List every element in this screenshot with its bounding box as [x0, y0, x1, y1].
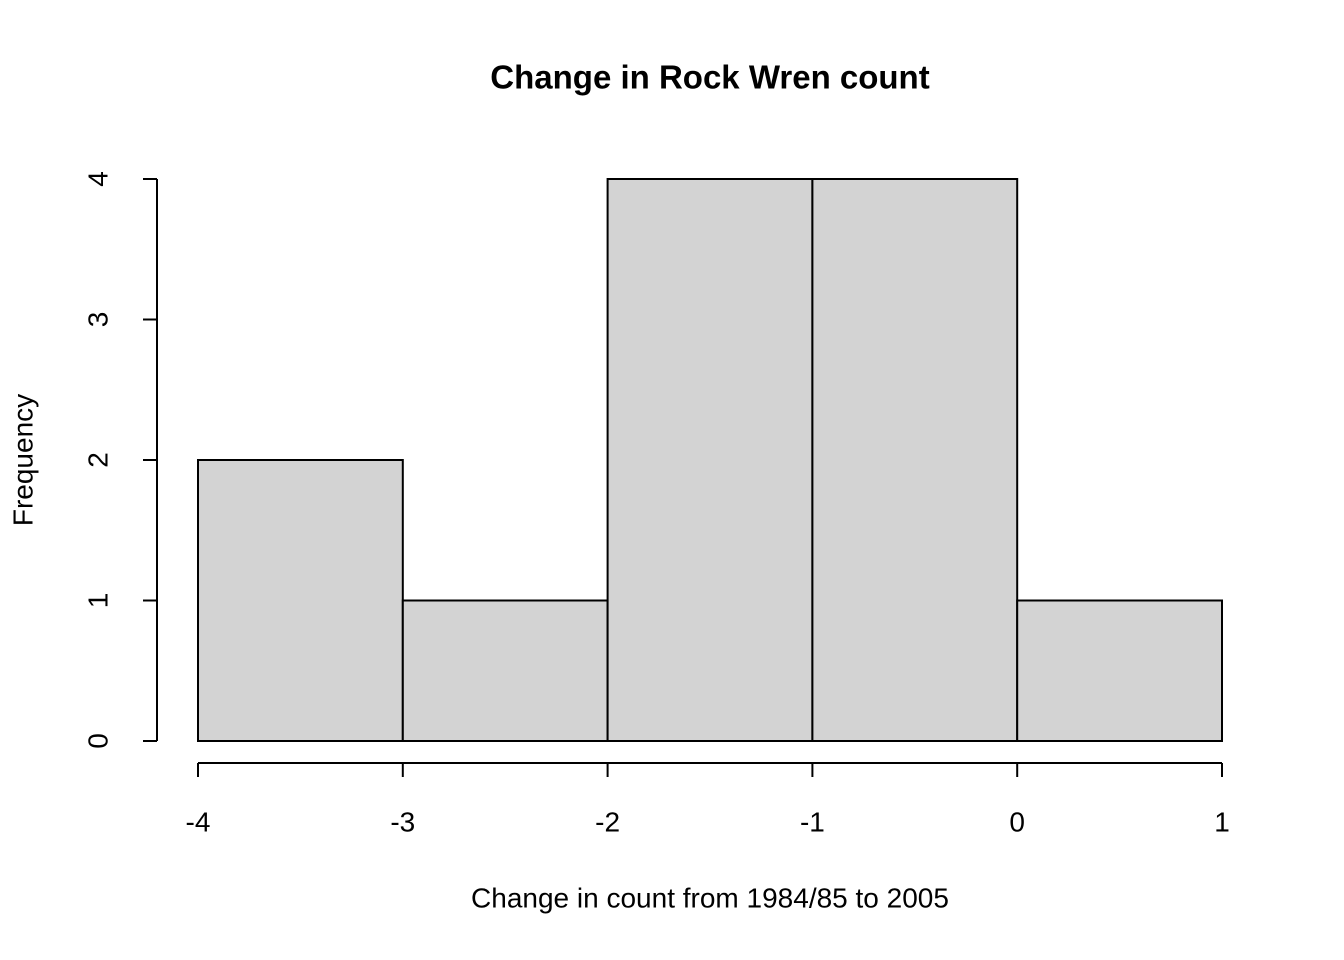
x-tick-label: 0	[1009, 806, 1025, 837]
y-tick-label: 0	[82, 733, 113, 749]
chart-title: Change in Rock Wren count	[490, 59, 929, 96]
bar	[197, 459, 404, 742]
y-tick-label: 3	[82, 312, 113, 328]
bar	[401, 599, 609, 742]
bar	[606, 178, 814, 742]
x-tick-label: -1	[800, 806, 825, 837]
y-tick-label: 2	[82, 452, 113, 468]
y-tick-label: 1	[82, 593, 113, 609]
x-tick-label: -4	[186, 806, 211, 837]
x-axis-label: Change in count from 1984/85 to 2005	[471, 882, 949, 913]
bar	[811, 178, 1019, 742]
y-axis-label: Frequency	[7, 394, 38, 526]
x-tick-label: -2	[595, 806, 620, 837]
bar	[1016, 599, 1224, 742]
y-tick-label: 4	[82, 171, 113, 187]
x-tick-label: -3	[390, 806, 415, 837]
x-tick-label: 1	[1214, 806, 1230, 837]
